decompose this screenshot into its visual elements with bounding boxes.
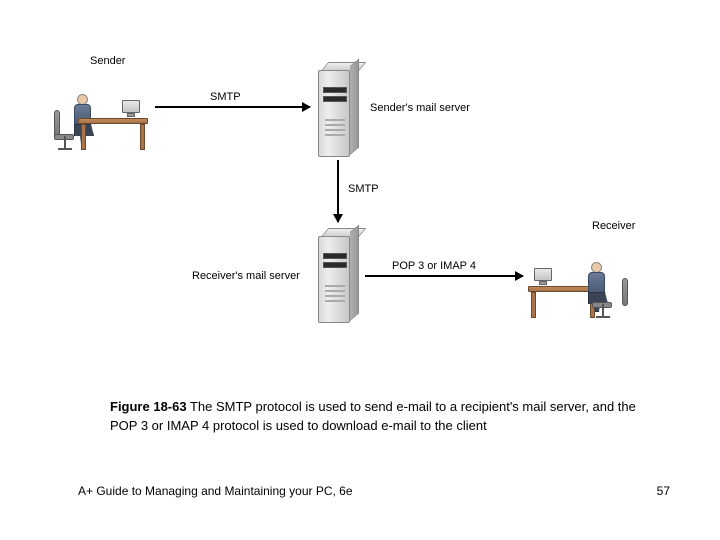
- smtp-label-1: SMTP: [210, 91, 241, 103]
- smtp-label-2: SMTP: [348, 183, 379, 195]
- figure-number: Figure 18-63: [110, 399, 187, 414]
- receiver-mail-server: [318, 228, 360, 323]
- arrow-smtp-1: [155, 106, 310, 108]
- arrow-pop-imap: [365, 275, 523, 277]
- page-number: 57: [657, 484, 670, 498]
- figure-caption-text: The SMTP protocol is used to send e-mail…: [110, 399, 636, 433]
- sender-mail-server: [318, 62, 360, 157]
- sender-label: Sender: [90, 55, 125, 67]
- email-protocol-diagram: Sender SMTP: [60, 60, 660, 380]
- receiver-workstation: [528, 238, 623, 318]
- footer-book-title: A+ Guide to Managing and Maintaining you…: [78, 484, 353, 498]
- receiver-label: Receiver: [592, 220, 635, 232]
- arrow-smtp-2: [337, 160, 339, 222]
- server1-label: Sender's mail server: [370, 102, 470, 114]
- server2-label: Receiver's mail server: [192, 270, 300, 282]
- sender-workstation: [60, 70, 155, 150]
- figure-caption: Figure 18-63 The SMTP protocol is used t…: [110, 398, 650, 436]
- pop-imap-label: POP 3 or IMAP 4: [392, 260, 476, 272]
